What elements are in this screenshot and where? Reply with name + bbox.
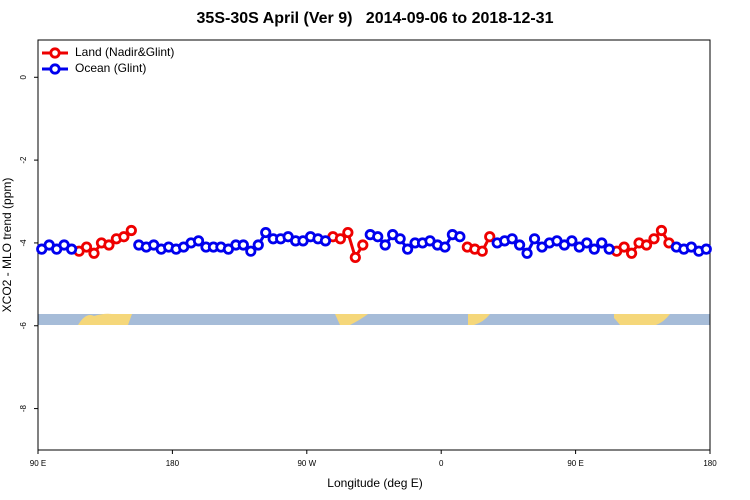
data-point xyxy=(342,226,354,239)
data-point xyxy=(103,239,115,251)
data-point xyxy=(521,247,533,259)
data-point xyxy=(334,233,346,245)
data-point xyxy=(372,231,384,243)
data-point xyxy=(476,245,488,257)
data-point xyxy=(125,224,137,237)
legend: Land (Nadir&Glint) Ocean (Glint) xyxy=(42,45,174,75)
y-axis-label: XCO2 - MLO trend (ppm) xyxy=(0,178,14,313)
data-point xyxy=(648,233,660,245)
map-strip xyxy=(38,313,710,325)
data-point xyxy=(439,241,451,253)
data-point xyxy=(394,233,406,245)
data-point xyxy=(528,233,541,245)
data-point xyxy=(319,235,332,247)
data-point xyxy=(588,243,600,255)
legend-marker xyxy=(49,47,61,59)
data-point xyxy=(625,247,638,259)
data-point xyxy=(245,245,257,257)
data-point xyxy=(596,237,608,249)
data-point xyxy=(252,239,264,251)
data-point xyxy=(379,239,391,251)
series xyxy=(36,226,712,259)
data-point xyxy=(655,224,668,237)
data-point xyxy=(260,226,272,239)
data-point xyxy=(454,231,466,243)
data-point xyxy=(603,243,615,255)
y-tick-label: -8 xyxy=(19,404,28,412)
data-point xyxy=(401,243,414,255)
x-tick-label: 180 xyxy=(166,459,180,468)
data-point xyxy=(640,239,653,251)
y-tick-label: -2 xyxy=(19,156,28,164)
legend-label: Ocean (Glint) xyxy=(75,61,146,75)
y-tick-label: -4 xyxy=(19,239,28,247)
data-point xyxy=(66,243,78,255)
x-tick-label: 90 E xyxy=(30,459,46,468)
series xyxy=(73,224,675,264)
legend-marker xyxy=(49,63,61,75)
y-tick-label: 0 xyxy=(19,74,28,79)
data-point xyxy=(80,241,93,253)
data-point xyxy=(513,239,526,251)
data-point xyxy=(618,241,630,253)
data-point xyxy=(349,251,361,264)
legend-label: Land (Nadir&Glint) xyxy=(75,45,174,59)
data-point xyxy=(118,231,130,243)
data-point xyxy=(566,235,578,247)
data-point xyxy=(88,247,100,259)
y-tick-label: -6 xyxy=(19,322,28,330)
data-point xyxy=(237,239,249,251)
data-point xyxy=(506,233,518,245)
data-point xyxy=(192,235,205,247)
data-point xyxy=(484,231,496,243)
data-point xyxy=(581,237,593,249)
x-tick-label: 90 W xyxy=(297,459,316,468)
chart-title: 35S-30S April (Ver 9) 2014-09-06 to 2018… xyxy=(197,10,554,27)
x-tick-label: 180 xyxy=(703,459,717,468)
x-tick-label: 90 E xyxy=(567,459,583,468)
data-point xyxy=(700,243,712,255)
x-tick-label: 0 xyxy=(439,459,444,468)
x-axis-label: Longitude (deg E) xyxy=(327,476,422,490)
data-point xyxy=(357,239,369,251)
